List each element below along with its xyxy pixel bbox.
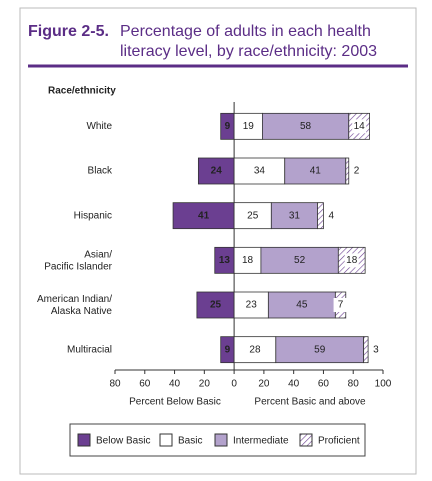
y-tick-label: American Indian/Alaska Native: [37, 294, 112, 317]
bar-segment: [267, 291, 336, 319]
bar-segment: [363, 336, 369, 364]
value-label: 9: [225, 121, 231, 132]
value-label: 7: [338, 300, 344, 311]
legend-box: [69, 423, 366, 457]
value-label: 41: [310, 166, 322, 177]
bar-segment: [233, 336, 277, 364]
value-label: 18: [346, 255, 358, 266]
x-tick-label: 80: [348, 379, 360, 390]
legend-label: Proficient: [318, 436, 360, 447]
x-tick-label: 20: [199, 379, 211, 390]
legend-swatch: [214, 433, 228, 447]
legend-swatch: [299, 433, 313, 447]
value-label-bg: [333, 298, 348, 312]
y-tick-label: Black: [88, 166, 113, 177]
bar-segment: [284, 157, 347, 185]
value-label: 24: [211, 166, 223, 177]
bar-segment: [172, 202, 235, 230]
value-label: 52: [294, 255, 306, 266]
value-label: 25: [210, 300, 222, 311]
y-tick-label: Multiracial: [67, 344, 112, 355]
figure-label: Figure 2-5.: [28, 23, 109, 40]
value-label: 59: [314, 344, 326, 355]
legend-swatch: [77, 433, 91, 447]
x-tick-label: 60: [318, 379, 330, 390]
value-label: 14: [354, 121, 366, 132]
bar-segment: [233, 157, 286, 185]
value-label: 34: [254, 166, 266, 177]
bar-segment: [233, 246, 262, 274]
value-label: 13: [219, 255, 231, 266]
value-label: 9: [225, 344, 231, 355]
bar-segment: [317, 202, 324, 230]
legend-label: Below Basic: [96, 436, 150, 447]
value-label: 45: [296, 300, 308, 311]
value-label: 31: [289, 210, 301, 221]
bar-segment: [233, 112, 263, 140]
chart-title: Percentage of adults in each health liter…: [120, 23, 377, 60]
bar-segment: [233, 202, 272, 230]
x-tick-label: 0: [231, 379, 237, 390]
x-tick-label: 20: [258, 379, 270, 390]
y-tick-label: Asian/Pacific Islander: [44, 249, 112, 272]
bar-segment: [261, 112, 350, 140]
value-label: 18: [242, 255, 254, 266]
bar-segment: [197, 157, 235, 185]
value-label: 19: [243, 121, 255, 132]
frame: [19, 7, 417, 475]
value-label: 3: [373, 344, 379, 355]
x-tick-label: 60: [139, 379, 151, 390]
value-label: 41: [198, 210, 210, 221]
value-label: 25: [247, 210, 259, 221]
value-label: 2: [354, 166, 360, 177]
x-tick-label: 80: [109, 379, 121, 390]
bar-segment: [345, 157, 350, 185]
x-tick-label: 40: [288, 379, 300, 390]
value-label: 23: [246, 300, 258, 311]
x-axis-title-right: Percent Basic and above: [254, 397, 366, 408]
legend-swatch: [159, 433, 173, 447]
x-tick-label: 40: [169, 379, 181, 390]
y-tick-label: Hispanic: [74, 210, 112, 221]
legend-label: Basic: [178, 436, 202, 447]
y-tick-label: White: [86, 121, 112, 132]
value-label-bg: [344, 253, 359, 268]
bar-segment: [270, 202, 318, 230]
y-axis-title: Race/ethnicity: [48, 86, 116, 97]
value-label-bg: [352, 119, 367, 134]
value-label: 28: [249, 344, 261, 355]
x-axis-title-left: Percent Below Basic: [129, 397, 221, 408]
value-label: 58: [300, 121, 312, 132]
legend-label: Intermediate: [233, 436, 289, 447]
x-tick-label: 100: [375, 379, 392, 390]
value-label: 4: [328, 210, 334, 221]
